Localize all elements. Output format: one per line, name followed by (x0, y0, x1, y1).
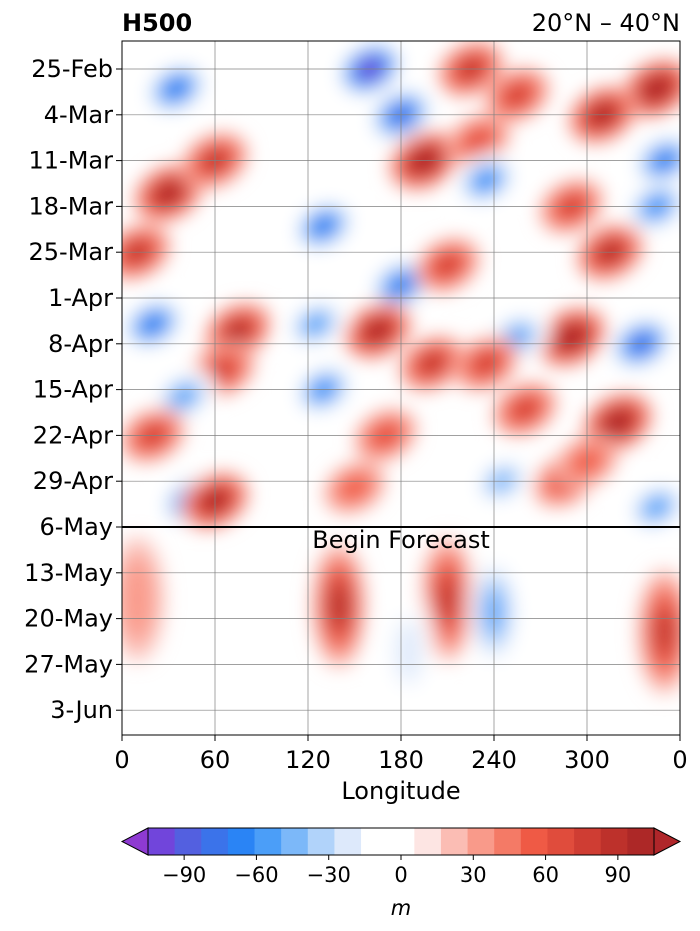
grid-lines (122, 41, 680, 735)
colorbar-swatch (227, 828, 255, 855)
colorbar-label: m (391, 896, 411, 920)
chart-title-left: H500 (122, 9, 192, 37)
y-tick-label: 18-Mar (29, 192, 114, 220)
anomaly-blob (535, 306, 608, 368)
anomaly-blob (122, 294, 188, 354)
chart-title-right: 20°N – 40°N (532, 9, 680, 37)
y-tick-label: 8-Apr (48, 330, 113, 358)
anomaly-blob (313, 543, 365, 668)
colorbar-tick-label: 60 (532, 863, 559, 887)
colorbar-swatch (281, 828, 309, 855)
y-tick-label: 13-May (24, 559, 113, 587)
colorbar-swatch (574, 828, 602, 855)
anomaly-blob (621, 58, 680, 119)
x-tick-label: 180 (378, 746, 424, 774)
y-tick-label: 11-Mar (29, 147, 114, 175)
colorbar-tick-label: −60 (234, 863, 278, 887)
colorbar-swatch (148, 828, 176, 855)
anomaly-blob (283, 296, 349, 352)
colorbar-tick-label: 90 (604, 863, 631, 887)
anomaly-blob (333, 41, 407, 100)
colorbar-swatch (467, 828, 495, 855)
colorbar-tick-label: −30 (307, 863, 351, 887)
colorbar-swatch (307, 828, 335, 855)
y-tick-label: 1-Apr (48, 284, 113, 312)
anomaly-blob (623, 479, 680, 536)
colorbar-swatch (600, 828, 628, 855)
colorbar-swatch (334, 828, 362, 855)
x-tick-label: 240 (471, 746, 517, 774)
x-axis: 0 60 120 180 240 300 0 (114, 735, 688, 774)
forecast-label: Begin Forecast (312, 526, 490, 554)
colorbar-swatch (414, 828, 442, 855)
y-tick-label: 20-May (24, 605, 113, 633)
anomaly-blob (151, 368, 217, 424)
colorbar-swatch (174, 828, 202, 855)
colorbar-tick-label: 30 (460, 863, 487, 887)
anomaly-blob (398, 335, 466, 392)
x-tick-label: 0 (672, 746, 687, 774)
x-tick-label: 60 (200, 746, 231, 774)
colorbar-swatch (494, 828, 522, 855)
anomaly-blob (141, 59, 211, 118)
y-tick-label: 22-Apr (33, 421, 113, 449)
y-tick-label: 25-Mar (29, 238, 114, 266)
y-tick-label: 27-May (24, 650, 113, 678)
colorbar-extend-low (120, 827, 149, 856)
x-tick-label: 120 (285, 746, 331, 774)
colorbar-tick-label: −90 (162, 863, 206, 887)
colorbar-swatch (387, 828, 415, 855)
y-tick-label: 4-Mar (44, 101, 113, 129)
anomaly-blob (452, 152, 520, 209)
anomaly-blob (414, 237, 481, 294)
anomaly-blob (323, 461, 386, 515)
colorbar-swatch (627, 828, 655, 855)
colorbar-swatch (547, 828, 575, 855)
anomaly-blob (122, 536, 164, 661)
anomaly-blob (582, 392, 654, 453)
colorbar-swatch (254, 828, 282, 855)
colorbar-swatch (361, 828, 389, 855)
x-axis-label: Longitude (341, 777, 460, 805)
anomaly-blob (453, 335, 520, 392)
anomaly-blob (421, 536, 474, 661)
anomaly-blob (133, 163, 204, 224)
anomaly-blob (382, 589, 435, 714)
x-tick-label: 300 (564, 746, 610, 774)
colorbar: −90 −60 −30 0 30 60 90 (120, 827, 682, 887)
anomaly-blob (492, 381, 558, 437)
anomaly-blob (484, 67, 551, 124)
anomaly-blob (638, 569, 680, 694)
colorbar-tick-label: 0 (394, 863, 407, 887)
y-tick-label: 29-Apr (33, 467, 113, 495)
colorbar-swatch (440, 828, 468, 855)
colorbar-extend-high (653, 827, 682, 856)
y-tick-label: 3-Jun (50, 696, 113, 724)
y-axis: 25-Feb 4-Mar 11-Mar 18-Mar 25-Mar 1-Apr 8-Apr 1… (24, 55, 122, 724)
colorbar-swatch (520, 828, 548, 855)
y-tick-label: 15-Apr (33, 376, 113, 404)
x-tick-label: 0 (114, 746, 129, 774)
anomaly-blob (606, 314, 677, 374)
y-tick-label: 25-Feb (31, 55, 113, 83)
y-tick-label: 6-May (39, 513, 113, 541)
anomaly-blob (436, 41, 505, 98)
colorbar-swatch (201, 828, 229, 855)
